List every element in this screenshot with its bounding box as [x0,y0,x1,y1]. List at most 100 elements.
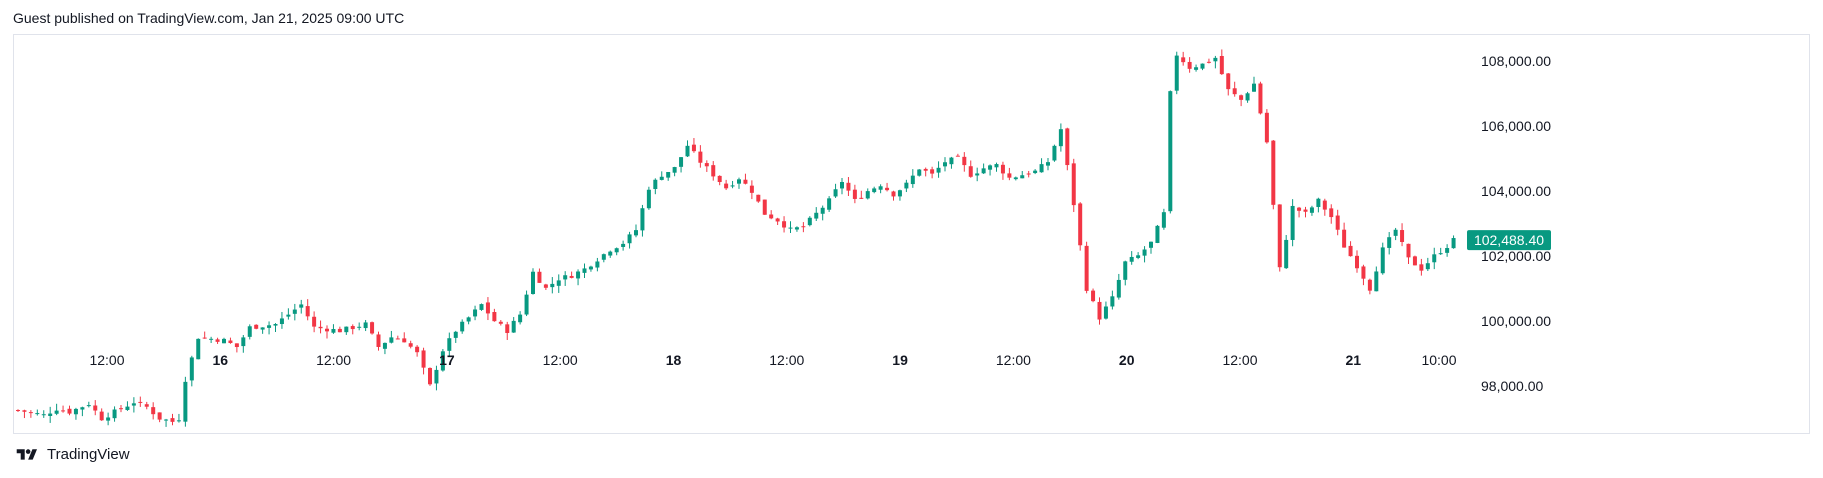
candle-body [1149,241,1153,248]
candle [189,355,194,387]
candle [112,406,117,422]
candle-body [1129,256,1134,262]
candle [164,418,169,427]
candle [576,269,581,286]
candle-body [22,410,27,412]
candle-body [1258,83,1263,114]
candle [344,326,349,335]
candle [485,297,490,321]
candle [1213,55,1218,69]
candle-body [99,411,104,421]
candle [775,217,780,226]
candle [840,178,844,195]
candle-body [1033,170,1038,174]
candle-body [151,407,156,415]
candle [601,253,606,263]
candle [743,173,748,185]
candle-body [48,413,53,416]
candle-body [1123,261,1128,280]
candle-body [1367,279,1372,291]
candle-body [788,227,793,229]
candle [801,222,806,233]
candle-body [254,324,259,329]
candle [93,400,98,416]
candle [267,321,272,335]
candle-body [305,306,310,317]
candle [1187,57,1192,73]
candle-body [1322,200,1327,210]
candle [1374,266,1379,292]
candle-body [962,156,967,166]
candle [1361,264,1366,286]
candle-body [994,164,999,168]
candle [820,205,825,221]
candle-body [646,189,651,209]
candle-body [1046,162,1050,166]
candle-body [1335,215,1340,230]
candle-body [453,331,458,338]
candle-body [35,413,40,415]
candle-body [865,191,870,199]
candle [930,166,935,179]
candle [273,323,278,333]
candle-body [1007,173,1012,178]
chart-panel[interactable]: 108,000.00 106,000.00 104,000.00 102,000.00… [13,34,1810,434]
candlestick-chart[interactable]: 108,000.00 106,000.00 104,000.00 102,000.00… [14,35,1809,433]
candle-body [209,338,214,340]
candle-body [344,326,349,333]
candle [1277,204,1282,272]
time-axis[interactable]: 12:00 16 12:00 17 12:00 18 12:00 19 12:00 20 12:00… [89,352,1456,368]
candle [556,274,561,293]
candle-body [1091,290,1096,302]
candle [1142,246,1147,263]
candle-body [485,302,490,314]
candle-body [1142,249,1147,256]
candle [582,263,587,278]
candle [1322,198,1327,216]
time-tick-label: 12:00 [316,352,351,368]
candle [1020,171,1025,179]
candle [936,161,941,178]
candle [447,332,452,356]
candle-body [41,414,46,416]
price-tick-label: 98,000.00 [1481,378,1543,394]
price-tick-label: 100,000.00 [1481,313,1551,329]
candle [524,290,529,317]
candle-body [672,167,677,173]
price-axis[interactable]: 108,000.00 106,000.00 104,000.00 102,000.00… [1481,53,1551,394]
candle [312,311,317,333]
candle-body [460,321,465,332]
candle [35,409,40,416]
candle-body [492,312,497,322]
footer-branding[interactable]: TradingView [13,446,130,463]
candle-body [698,151,703,163]
candle-body [119,408,123,410]
candle-body [576,271,581,279]
candle-body [537,271,542,283]
candle [1271,139,1276,210]
candle [1303,206,1308,218]
candle-body [531,271,535,295]
candle-body [1419,264,1424,271]
candle-body [247,326,252,337]
candle-body [679,157,684,167]
candle [782,216,787,233]
candle [498,320,503,326]
candle [286,308,291,320]
candle-body [112,409,117,419]
candle-body [840,182,844,189]
candle [679,157,684,173]
candle-body [144,404,149,407]
candle [1406,243,1411,265]
candle-body [131,403,136,406]
candle [923,167,928,177]
candle-body [949,157,954,165]
candle-body [1013,177,1018,180]
candle [531,268,535,295]
candle-body [1000,164,1005,174]
time-tick-label: 12:00 [996,352,1031,368]
candle-body [1116,279,1121,298]
time-tick-label: 16 [213,352,229,368]
candle [1065,127,1070,171]
candle-body [1245,93,1250,101]
